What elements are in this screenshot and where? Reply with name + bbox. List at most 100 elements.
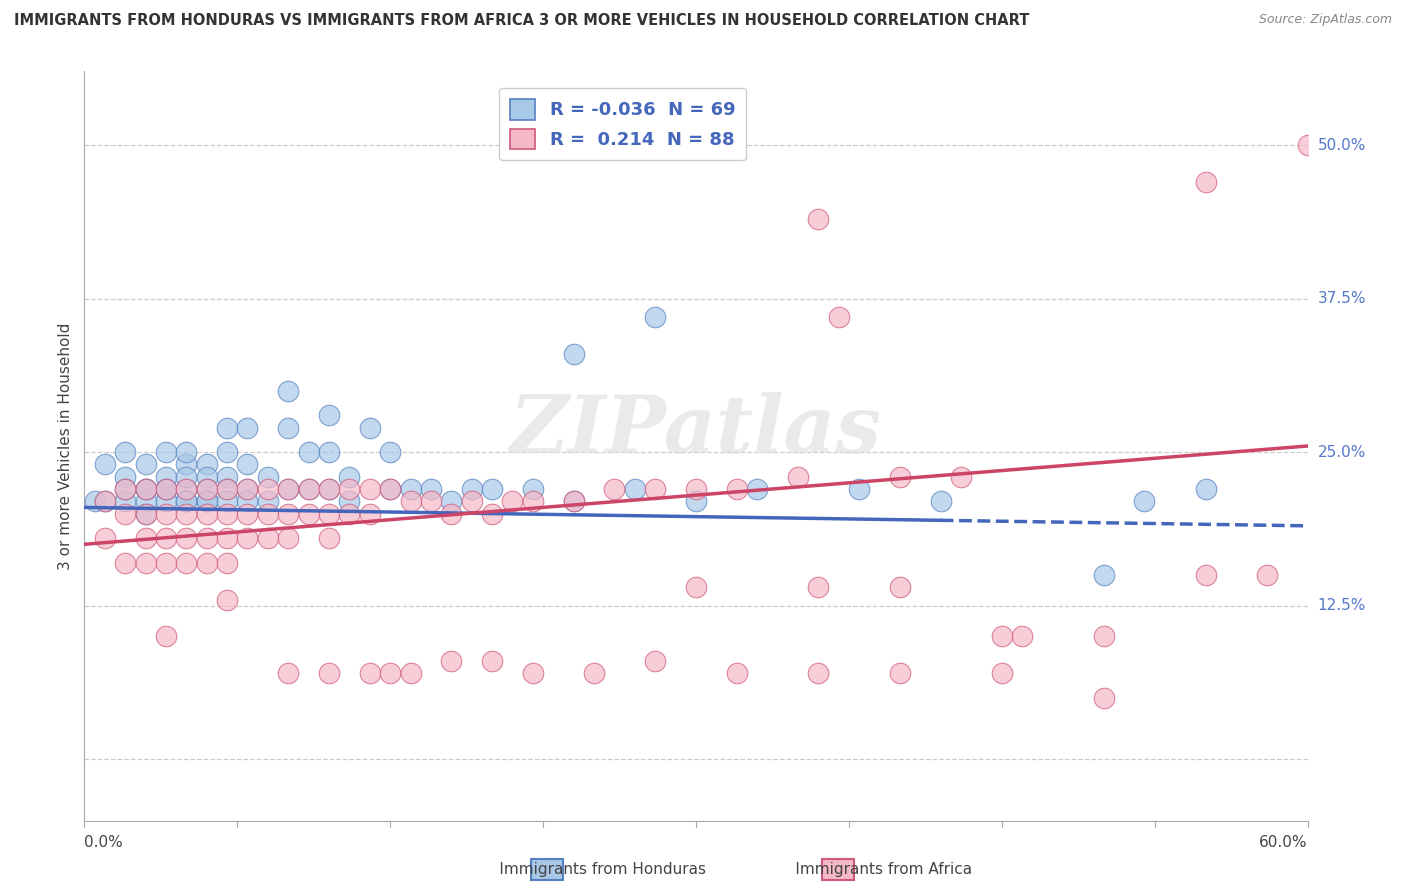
- Point: [1092, 629, 1115, 643]
- Point: [195, 531, 218, 545]
- Point: [236, 458, 259, 472]
- Point: [991, 666, 1014, 681]
- Point: [1195, 568, 1218, 582]
- Point: [195, 494, 218, 508]
- Point: [257, 482, 280, 496]
- Point: [217, 556, 239, 570]
- Point: [217, 531, 239, 545]
- Point: [318, 507, 340, 521]
- Point: [174, 556, 197, 570]
- Point: [889, 666, 911, 681]
- Point: [217, 482, 239, 496]
- Point: [359, 666, 381, 681]
- Point: [318, 409, 340, 423]
- FancyBboxPatch shape: [531, 859, 562, 880]
- Point: [481, 507, 503, 521]
- Point: [174, 482, 197, 496]
- Point: [114, 556, 136, 570]
- Point: [359, 507, 381, 521]
- Point: [217, 494, 239, 508]
- Point: [522, 494, 544, 508]
- Point: [318, 445, 340, 459]
- Point: [277, 384, 299, 398]
- Point: [399, 494, 422, 508]
- Point: [135, 531, 157, 545]
- Point: [83, 494, 105, 508]
- Point: [624, 482, 647, 496]
- Point: [1195, 482, 1218, 496]
- Point: [1092, 568, 1115, 582]
- Point: [277, 482, 299, 496]
- Point: [236, 482, 259, 496]
- Point: [950, 469, 973, 483]
- Point: [440, 494, 463, 508]
- Point: [725, 482, 748, 496]
- Point: [174, 507, 197, 521]
- Point: [725, 666, 748, 681]
- Point: [114, 445, 136, 459]
- Point: [114, 494, 136, 508]
- Point: [155, 482, 177, 496]
- Point: [277, 507, 299, 521]
- Point: [1296, 138, 1319, 153]
- Point: [257, 507, 280, 521]
- Text: 0.0%: 0.0%: [84, 836, 124, 850]
- Point: [93, 494, 115, 508]
- Point: [236, 482, 259, 496]
- Point: [217, 445, 239, 459]
- Point: [174, 494, 197, 508]
- Point: [747, 482, 769, 496]
- Point: [522, 482, 544, 496]
- Point: [155, 445, 177, 459]
- Point: [807, 666, 830, 681]
- Point: [481, 654, 503, 668]
- Point: [174, 482, 197, 496]
- Point: [1011, 629, 1033, 643]
- Point: [93, 458, 115, 472]
- Point: [644, 310, 666, 324]
- Point: [420, 494, 443, 508]
- Point: [135, 482, 157, 496]
- Point: [135, 494, 157, 508]
- Point: [236, 420, 259, 434]
- Point: [583, 666, 606, 681]
- Point: [685, 580, 707, 594]
- Point: [298, 445, 321, 459]
- Point: [889, 469, 911, 483]
- Point: [828, 310, 851, 324]
- Point: [114, 482, 136, 496]
- Point: [562, 347, 585, 361]
- Text: Immigrants from Honduras: Immigrants from Honduras: [475, 863, 706, 877]
- Point: [339, 494, 361, 508]
- Point: [380, 666, 402, 681]
- Legend: R = -0.036  N = 69, R =  0.214  N = 88: R = -0.036 N = 69, R = 0.214 N = 88: [499, 88, 747, 161]
- Text: IMMIGRANTS FROM HONDURAS VS IMMIGRANTS FROM AFRICA 3 OR MORE VEHICLES IN HOUSEHO: IMMIGRANTS FROM HONDURAS VS IMMIGRANTS F…: [14, 13, 1029, 29]
- Point: [420, 482, 443, 496]
- Point: [1256, 568, 1278, 582]
- Point: [236, 507, 259, 521]
- Point: [217, 420, 239, 434]
- Text: 50.0%: 50.0%: [1317, 137, 1367, 153]
- Point: [155, 482, 177, 496]
- Point: [195, 482, 218, 496]
- Point: [114, 482, 136, 496]
- Point: [135, 507, 157, 521]
- Point: [155, 629, 177, 643]
- Text: 25.0%: 25.0%: [1317, 444, 1367, 459]
- Point: [807, 211, 830, 226]
- Point: [277, 420, 299, 434]
- Point: [217, 592, 239, 607]
- Point: [359, 482, 381, 496]
- Point: [461, 482, 484, 496]
- Point: [380, 445, 402, 459]
- Point: [318, 531, 340, 545]
- Y-axis label: 3 or more Vehicles in Household: 3 or more Vehicles in Household: [58, 322, 73, 570]
- Point: [318, 666, 340, 681]
- Point: [298, 482, 321, 496]
- Point: [807, 580, 830, 594]
- Point: [644, 482, 666, 496]
- Point: [114, 469, 136, 483]
- Point: [644, 654, 666, 668]
- Point: [848, 482, 870, 496]
- Text: 60.0%: 60.0%: [1260, 836, 1308, 850]
